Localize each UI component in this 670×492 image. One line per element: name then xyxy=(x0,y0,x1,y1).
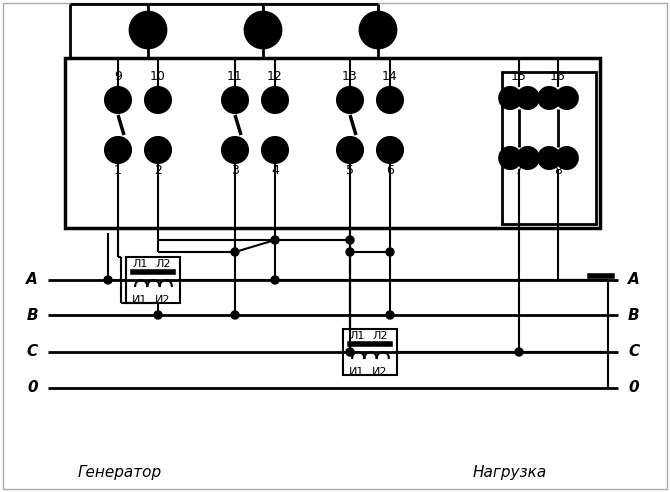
Circle shape xyxy=(360,12,396,48)
Text: 4: 4 xyxy=(271,163,279,177)
Circle shape xyxy=(271,236,279,244)
Text: 3: 3 xyxy=(231,163,239,177)
Text: A: A xyxy=(26,273,38,287)
Circle shape xyxy=(386,311,394,319)
Text: 0: 0 xyxy=(628,380,639,396)
Circle shape xyxy=(556,87,578,109)
Circle shape xyxy=(517,87,539,109)
Text: 15: 15 xyxy=(511,70,527,84)
Circle shape xyxy=(377,137,403,163)
Circle shape xyxy=(231,248,239,256)
Circle shape xyxy=(222,87,248,113)
Circle shape xyxy=(377,87,403,113)
Text: C: C xyxy=(628,344,639,360)
Bar xyxy=(65,58,600,228)
Circle shape xyxy=(245,12,281,48)
Circle shape xyxy=(346,248,354,256)
Circle shape xyxy=(145,87,171,113)
Text: 12: 12 xyxy=(267,70,283,84)
Circle shape xyxy=(104,276,112,284)
Text: 10: 10 xyxy=(150,70,166,84)
Text: B: B xyxy=(628,308,640,322)
Text: Л2: Л2 xyxy=(373,331,388,341)
Text: Л2: Л2 xyxy=(155,259,171,269)
Circle shape xyxy=(271,276,279,284)
Text: 13: 13 xyxy=(342,70,358,84)
Circle shape xyxy=(538,87,560,109)
Circle shape xyxy=(130,12,166,48)
Circle shape xyxy=(499,147,521,169)
Text: Нагрузка: Нагрузка xyxy=(473,464,547,480)
Circle shape xyxy=(262,137,288,163)
Circle shape xyxy=(222,137,248,163)
Text: И1: И1 xyxy=(132,295,147,305)
Circle shape xyxy=(515,348,523,356)
Text: 0: 0 xyxy=(27,380,38,396)
Circle shape xyxy=(346,236,354,244)
Text: И1: И1 xyxy=(349,367,364,377)
Text: 2: 2 xyxy=(154,163,162,177)
Bar xyxy=(126,257,180,303)
Text: 6: 6 xyxy=(386,163,394,177)
Text: 9: 9 xyxy=(114,70,122,84)
Circle shape xyxy=(538,147,560,169)
Text: Л1: Л1 xyxy=(349,331,364,341)
Circle shape xyxy=(346,348,354,356)
Circle shape xyxy=(556,147,578,169)
Text: 11: 11 xyxy=(227,70,243,84)
Text: Л1: Л1 xyxy=(132,259,147,269)
Text: C: C xyxy=(27,344,38,360)
Bar xyxy=(343,329,397,375)
Circle shape xyxy=(337,87,363,113)
Text: 14: 14 xyxy=(382,70,398,84)
Text: И2: И2 xyxy=(155,295,171,305)
Circle shape xyxy=(231,311,239,319)
Circle shape xyxy=(105,137,131,163)
Text: 8: 8 xyxy=(554,163,562,177)
Text: И2: И2 xyxy=(373,367,388,377)
Circle shape xyxy=(386,248,394,256)
Circle shape xyxy=(145,137,171,163)
Circle shape xyxy=(517,147,539,169)
Text: 16: 16 xyxy=(550,70,566,84)
Text: Генератор: Генератор xyxy=(78,464,162,480)
Circle shape xyxy=(154,311,162,319)
Circle shape xyxy=(262,87,288,113)
Circle shape xyxy=(337,137,363,163)
Circle shape xyxy=(499,87,521,109)
Bar xyxy=(502,72,596,224)
Text: B: B xyxy=(26,308,38,322)
Text: 1: 1 xyxy=(114,163,122,177)
Circle shape xyxy=(105,87,131,113)
Text: 5: 5 xyxy=(346,163,354,177)
Text: A: A xyxy=(628,273,640,287)
Text: 7: 7 xyxy=(515,163,523,177)
